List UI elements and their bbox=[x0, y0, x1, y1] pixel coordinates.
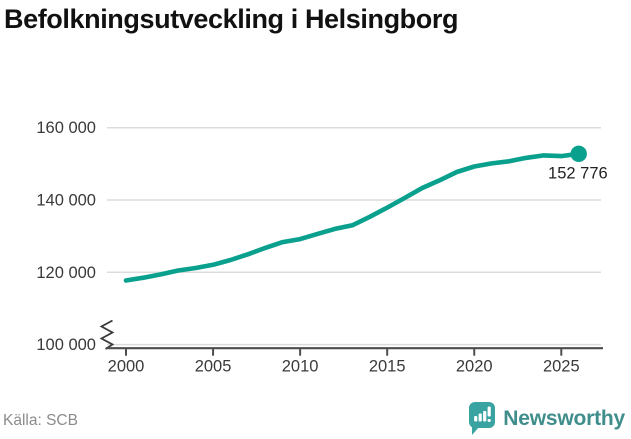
latest-point-marker bbox=[570, 145, 587, 163]
population-line-chart: 100 000 120 000 140 000 160 000 2000 2005 2010… bbox=[36, 119, 608, 376]
x-tick-label: 2010 bbox=[282, 358, 319, 376]
y-tick-label: 160 000 bbox=[36, 119, 96, 137]
page-title: Befolkningsutveckling i Helsingborg bbox=[4, 4, 459, 34]
x-tick-label: 2000 bbox=[108, 358, 145, 376]
population-line bbox=[123, 151, 582, 283]
x-tick-label: 2020 bbox=[456, 358, 493, 376]
y-axis-break-icon bbox=[99, 319, 115, 350]
newsworthy-speech-bubble-chart-icon bbox=[469, 402, 496, 435]
newsworthy-logo[interactable]: Newsworthy bbox=[468, 401, 625, 436]
logo-bars bbox=[474, 406, 492, 422]
x-tick-label: 2015 bbox=[369, 358, 406, 376]
x-tick-label: 2025 bbox=[543, 358, 580, 376]
source-credit: Källa: SCB bbox=[3, 412, 78, 429]
latest-value-label: 152 776 bbox=[548, 165, 608, 183]
y-tick-label: 120 000 bbox=[36, 264, 96, 282]
newsworthy-wordmark: Newsworthy bbox=[503, 406, 625, 430]
y-tick-label: 140 000 bbox=[36, 192, 96, 210]
x-tick-label: 2005 bbox=[195, 358, 232, 376]
y-tick-label: 100 000 bbox=[36, 336, 96, 354]
